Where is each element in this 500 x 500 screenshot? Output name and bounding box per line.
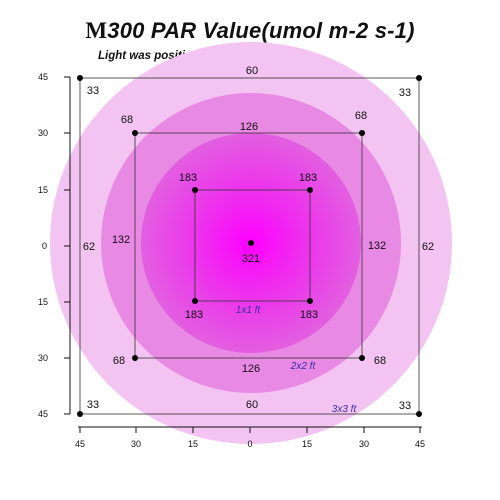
measurement-dot [416,411,422,417]
zone-1x1-top-left: 183 [179,172,197,184]
bottom-tick-label: 45 [75,439,85,449]
zone-2x2-top-left: 68 [121,114,133,126]
zone-1x1-top-right: 183 [299,172,317,184]
zone-3x3-bottom-left: 33 [87,399,99,411]
bottom-tick-label: 30 [359,439,369,449]
measurement-dot [359,130,365,136]
left-tick-label: 30 [38,128,48,138]
center-dot [248,240,254,246]
measurement-dot [132,130,138,136]
measurement-points [77,75,422,417]
bottom-axis-ticks: 45 30 15 0 15 30 45 [75,427,425,449]
bottom-tick-label: 15 [302,439,312,449]
zone-2x2-outline [134,132,363,359]
measurement-dot [307,298,313,304]
zone-3x3-right-edge: 62 [422,241,434,253]
diagram-title: M300 PAR Value(umol m-2 s-1) [0,18,500,44]
zone-3x3-top-left: 33 [87,85,99,97]
measurement-dot [416,75,422,81]
zone-2x2-top-right: 68 [355,110,367,122]
zone-3x3-bottom-edge: 60 [246,399,258,411]
bottom-tick-label: 15 [188,439,198,449]
left-tick-label: 15 [38,185,48,195]
zone-2x2-bottom-left: 68 [113,355,125,367]
left-tick-label: 45 [38,409,48,419]
measurement-dot [77,411,83,417]
center-value: 321 [242,253,260,265]
measurement-dot [192,187,198,193]
zone-1x1-label: 1x1 ft [236,305,262,316]
zone-2x2-right-edge: 132 [368,240,386,252]
zone-2x2-label: 2x2 ft [290,361,317,372]
bottom-tick-label: 45 [415,439,425,449]
measurement-dot [307,187,313,193]
zone-1x1: 183 183 183 183 1x1 ft [179,172,318,321]
bottom-tick-label: 30 [131,439,141,449]
zone-3x3-left-edge: 62 [83,241,95,253]
zone-2x2-bottom-edge: 126 [242,363,260,375]
zone-3x3-top-edge: 60 [246,65,258,77]
zone-1x1-bottom-left: 183 [185,309,203,321]
zone-2x2-left-edge: 132 [112,234,130,246]
zone-3x3-bottom-right: 33 [399,400,411,412]
zone-3x3-top-right: 33 [399,87,411,99]
zone-3x3: 33 33 33 33 60 60 62 62 3x3 ft [83,65,434,415]
zone-2x2-bottom-right: 68 [374,355,386,367]
left-tick-label: 45 [38,72,48,82]
zone-3x3-label: 3x3 ft [332,404,358,415]
zone-2x2-top-edge: 126 [240,121,258,133]
measurement-dot [132,355,138,361]
title-prefix: M [85,18,108,43]
zone-3x3-outline [79,77,420,415]
measurement-dot [359,355,365,361]
left-tick-label: 30 [38,353,48,363]
zone-2x2: 68 68 68 68 126 126 132 132 2x2 ft [112,110,386,375]
zone-1x1-outline [194,189,311,302]
left-axis-ticks: 45 30 15 0 15 30 45 [38,72,70,419]
measurement-dot [77,75,83,81]
title-text: 300 PAR Value(umol m-2 s-1) [107,18,415,43]
left-tick-label: 0 [42,241,47,251]
zone-1x1-bottom-right: 183 [300,309,318,321]
left-tick-label: 15 [38,297,48,307]
bottom-tick-label: 0 [247,439,252,449]
measurement-dot [192,298,198,304]
